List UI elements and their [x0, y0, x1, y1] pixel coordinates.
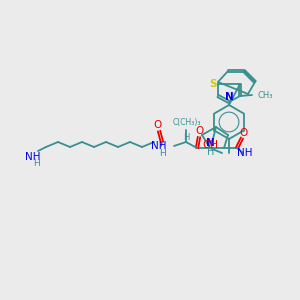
Text: H: H [33, 160, 39, 169]
Text: O: O [153, 120, 161, 130]
Text: S: S [209, 79, 217, 89]
Text: O: O [240, 128, 248, 138]
Text: NH: NH [237, 148, 253, 158]
Text: O: O [195, 126, 203, 136]
Text: N: N [225, 92, 233, 102]
Text: C(CH₃)₃: C(CH₃)₃ [173, 118, 201, 127]
Text: N: N [206, 138, 214, 148]
Text: H: H [207, 147, 215, 157]
Text: NH: NH [25, 152, 41, 162]
Text: H: H [159, 148, 166, 158]
Text: NH: NH [152, 141, 167, 151]
Text: OH: OH [202, 140, 218, 150]
Text: H: H [183, 133, 189, 142]
Text: CH₃: CH₃ [258, 91, 274, 100]
